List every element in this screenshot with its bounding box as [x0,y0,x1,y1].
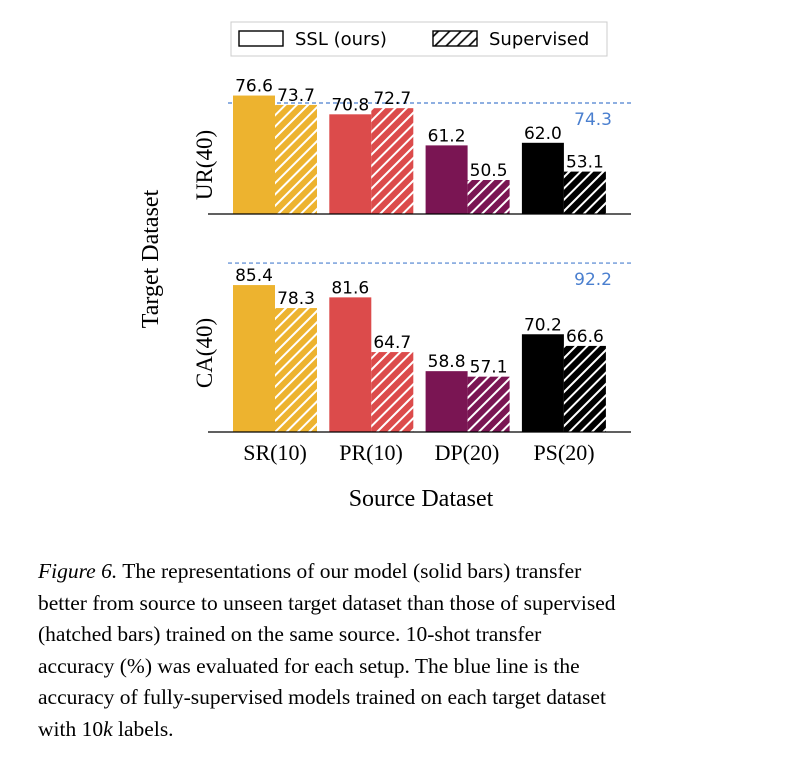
data-label-ssl: 70.2 [524,315,562,335]
reference-label: 74.3 [574,110,612,130]
data-label-ssl: 81.6 [331,278,369,298]
caption-label: Figure 6. [38,559,118,583]
data-label-supervised: 72.7 [373,89,411,109]
data-label-supervised: 78.3 [277,289,315,309]
y-axis-title: Target Dataset [138,189,164,328]
bar-ssl [521,142,564,214]
legend-frame [230,21,608,57]
panel-CA(40): 92.2 85.478.3 81.6 64.7 58.8 57.1 70.266.6 [208,262,631,433]
bar-supervised [467,376,510,432]
data-label-ssl: 58.8 [428,352,466,372]
caption-k: k [103,716,113,741]
chart-panels: 74.3 76.6 73.7 70.8 72.7 61.250.5 62.053.1 92.2… [208,77,631,433]
bar-ssl [425,145,468,214]
data-label-ssl: 61.2 [428,126,466,146]
x-tick-labels: SR(10) PR(10) DP(20) PS(20) [243,440,594,465]
reference-label: 92.2 [574,270,612,290]
legend-swatch-supervised [432,30,478,47]
bar-supervised [275,104,317,214]
legend-label-ssl: SSL (ours) [295,29,387,50]
panel-UR(40): 74.3 76.6 73.7 70.8 72.7 61.250.5 62.053.1 [208,77,631,215]
data-label-supervised: 53.1 [566,153,604,173]
caption-line: better from source to unseen target data… [38,590,616,615]
data-label-ssl: 85.4 [235,266,273,286]
bar-supervised [275,308,317,432]
legend: SSL (ours) Supervised [230,21,608,57]
x-tick-label: PS(20) [533,440,594,465]
caption-text: with 10 [38,716,104,741]
data-label-ssl: 62.0 [524,124,562,144]
data-label-supervised: 73.7 [277,86,315,106]
caption-line: The representations of our model (solid … [117,559,582,583]
legend-swatch-ssl [238,30,284,47]
x-axis-title: Source Dataset [349,486,494,512]
x-tick-label: PR(10) [339,440,403,465]
figure-caption: Figure 6. The representations of our mod… [38,556,738,745]
bar-supervised [563,171,606,214]
bar-ssl [521,334,564,432]
row-label-top: UR(40) [192,130,217,200]
data-label-supervised: 50.5 [470,161,508,181]
data-label-supervised: 66.6 [566,327,604,347]
bar-chart-figure: SSL (ours) Supervised Target Dataset Sou… [138,21,631,512]
bar-ssl [425,371,468,432]
data-label-ssl: 76.6 [235,77,273,97]
data-label-supervised: 57.1 [470,358,508,378]
x-tick-label: SR(10) [243,440,307,465]
bar-ssl [233,95,275,214]
bar-ssl [329,114,372,214]
caption-text: labels. [112,716,174,741]
bar-supervised [371,108,414,214]
bar-supervised [371,352,414,432]
bar-supervised [467,180,510,214]
data-label-ssl: 70.8 [331,95,369,115]
row-label-bottom: CA(40) [192,318,217,388]
bar-supervised [563,345,606,432]
bar-ssl [233,285,275,432]
caption-line: accuracy of fully-supervised models trai… [38,685,606,709]
legend-label-supervised: Supervised [489,29,589,50]
caption-line: (hatched bars) trained on the same sourc… [38,622,542,646]
bar-ssl [329,297,372,432]
x-tick-label: DP(20) [435,440,500,465]
data-label-supervised: 64.7 [373,333,411,353]
caption-line: accuracy (%) was evaluated for each setu… [38,653,580,678]
